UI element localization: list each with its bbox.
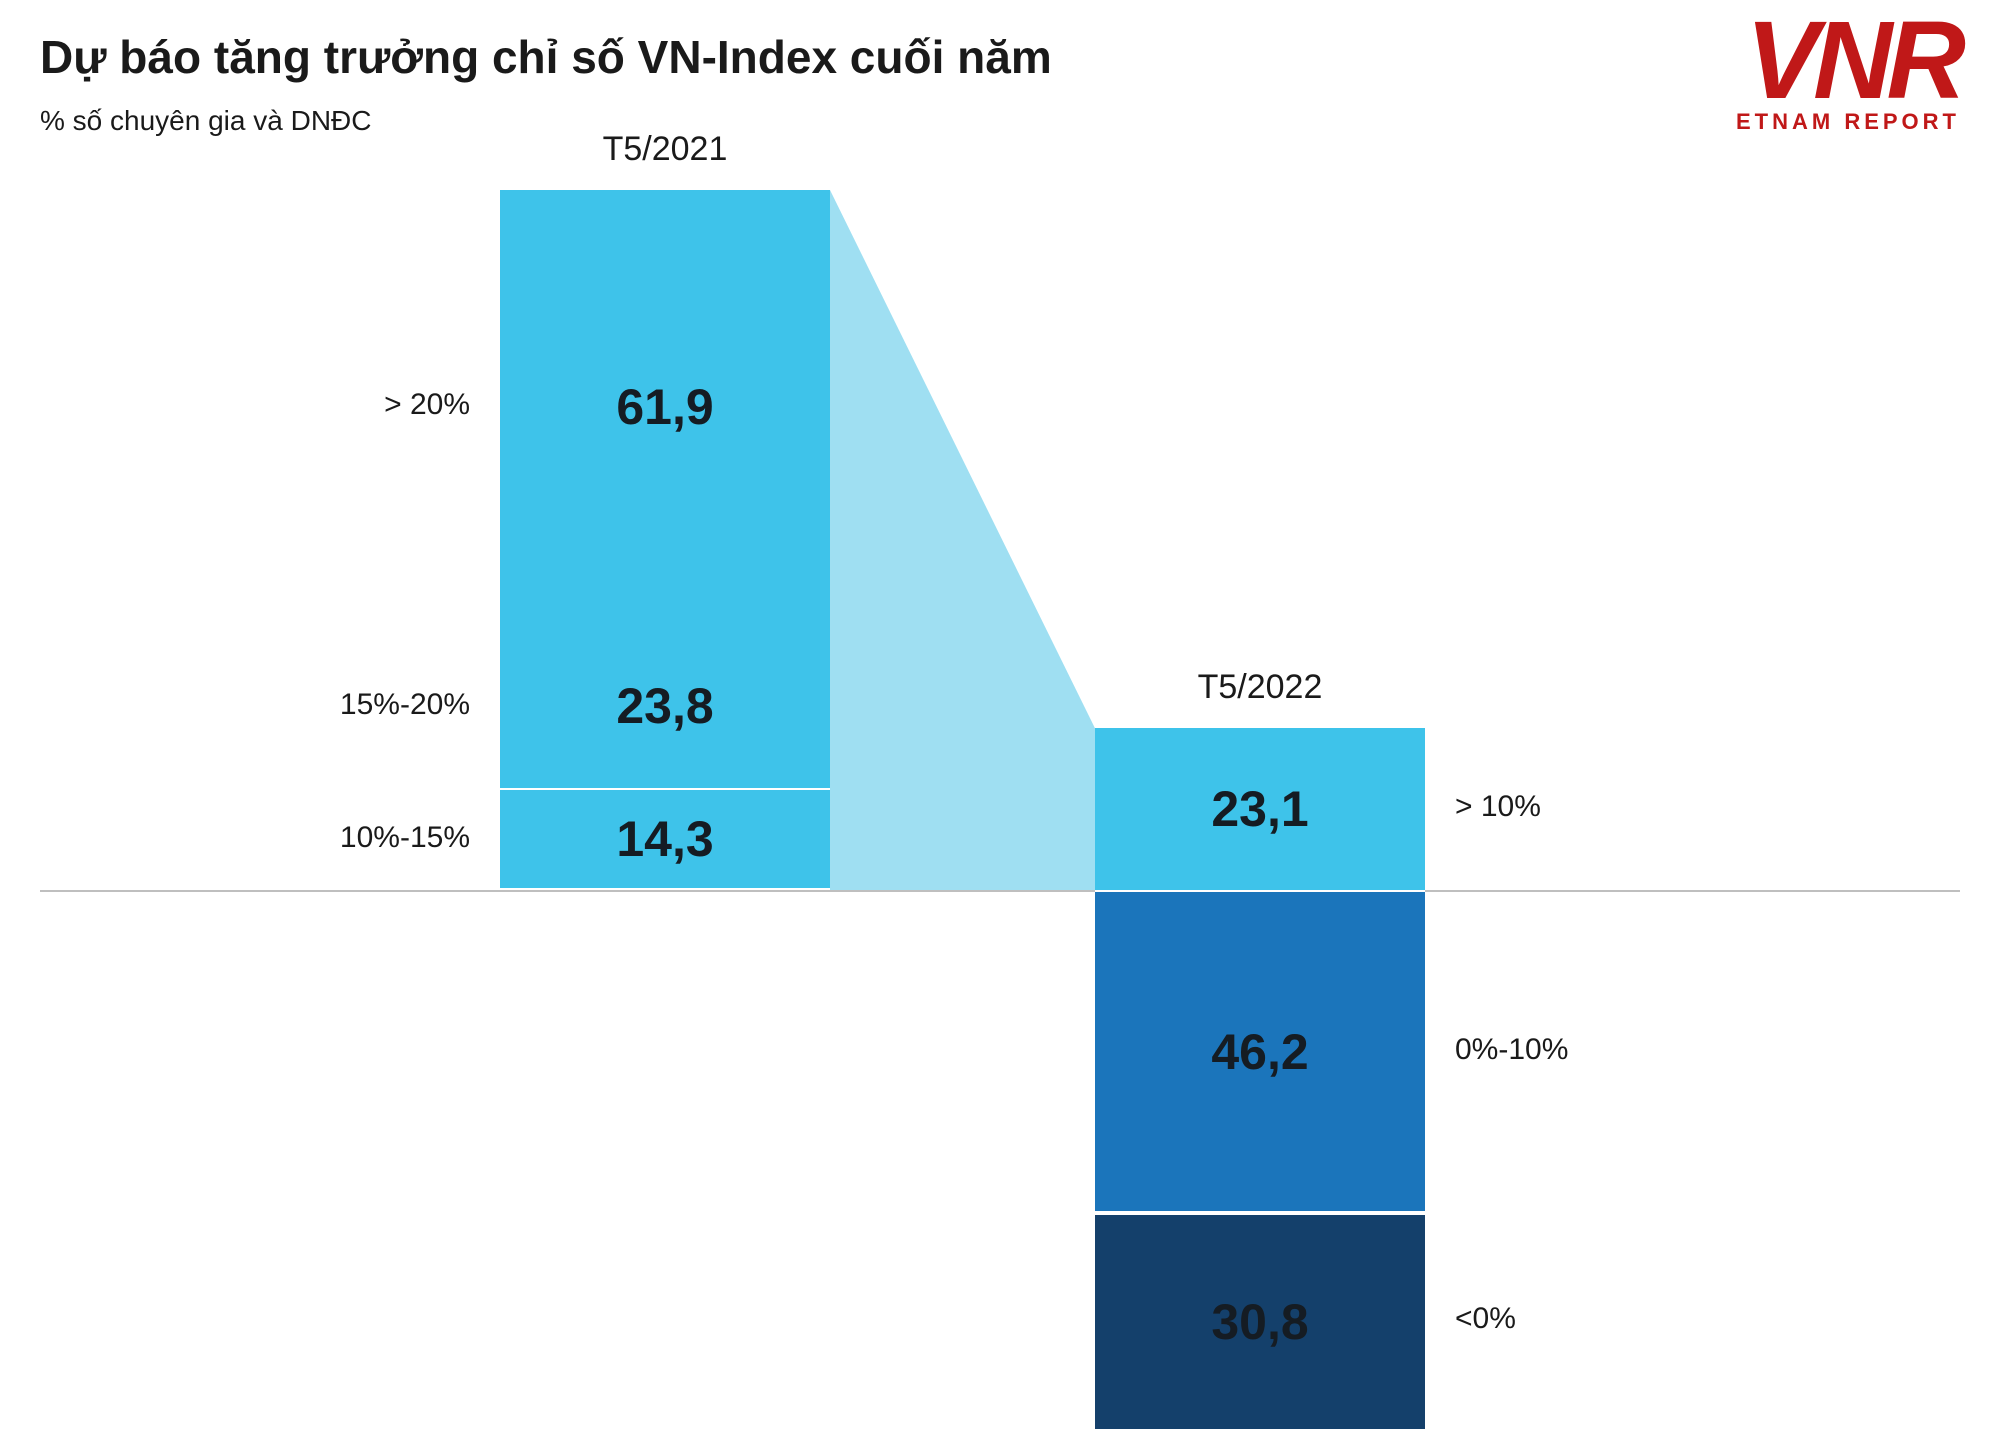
col1-cat-2: > 20% bbox=[0, 388, 470, 422]
col2-seg-2: 30,8 bbox=[1095, 1213, 1425, 1429]
col1-seg-0: 14,3 bbox=[500, 790, 830, 890]
col1-seg-2-value: 61,9 bbox=[616, 378, 713, 436]
col1-seg-2: 61,9 bbox=[500, 190, 830, 623]
col1-cat-0: 10%-15% bbox=[0, 821, 470, 855]
col1-cat-1: 15%-20% bbox=[0, 688, 470, 722]
col2-cat-0: > 10% bbox=[1455, 790, 1541, 824]
col2-seg-0-value: 23,1 bbox=[1211, 780, 1308, 838]
col2-cat-2: <0% bbox=[1455, 1302, 1516, 1336]
col1-seg-0-value: 14,3 bbox=[616, 810, 713, 868]
col2-header: T5/2022 bbox=[1095, 668, 1425, 707]
col2-seg-1: 46,2 bbox=[1095, 890, 1425, 1213]
col1-header: T5/2021 bbox=[500, 130, 830, 169]
col2-seg-2-value: 30,8 bbox=[1211, 1293, 1308, 1351]
baseline bbox=[40, 890, 1960, 892]
col2-cat-1: 0%-10% bbox=[1455, 1033, 1568, 1067]
col1-seg-1-value: 23,8 bbox=[616, 677, 713, 735]
col2-seg-1-value: 46,2 bbox=[1211, 1023, 1308, 1081]
col2-seg-0: 23,1 bbox=[1095, 728, 1425, 890]
col1-seg-1: 23,8 bbox=[500, 623, 830, 790]
